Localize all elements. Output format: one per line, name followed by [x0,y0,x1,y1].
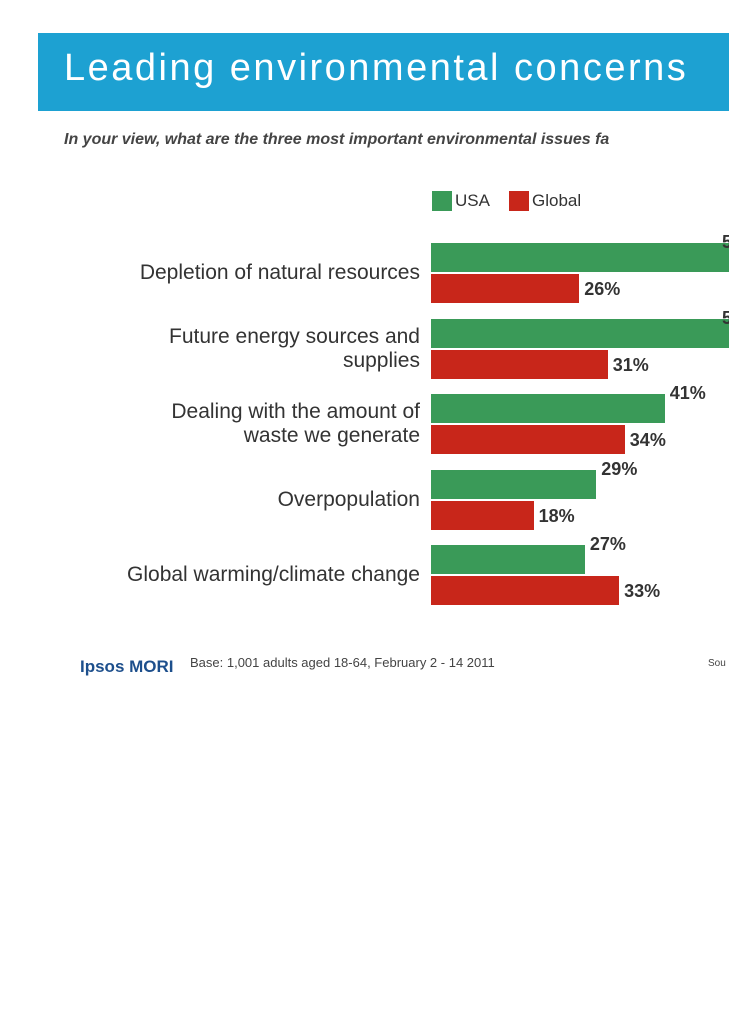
category-label-line: supplies [342,348,420,372]
global-bar [431,576,620,605]
usa-value-label: 5 [722,232,729,252]
legend-swatch [509,191,529,211]
usa-bar [431,394,665,423]
usa-bar [431,545,585,574]
legend-swatch [432,191,452,211]
global-bar [431,349,608,379]
survey-question: In your view, what are the three most im… [64,131,610,148]
usa-value-label: 27% [589,534,626,554]
global-value-label: 18% [538,505,575,526]
legend-item: Global [509,191,581,211]
category-label: Depletion of natural resources [140,261,420,285]
legend-label: USA [455,191,490,210]
title-bar: Leading environmental concerns [38,33,729,111]
ipsos-mori-logo: Ipsos MORI [80,657,174,676]
usa-bar [431,469,597,499]
category-label: Dealing with the amount of waste we gener… [171,400,420,448]
global-bar [431,274,580,303]
usa-value-label: 41% [669,383,706,403]
global-value-label: 31% [612,354,649,375]
global-value-label: 33% [624,581,661,601]
usa-value-label: 29% [601,458,638,479]
global-value-label: 26% [584,279,621,299]
global-bar [431,500,534,530]
page-title: Leading environmental concerns [64,47,689,89]
legend-label: Global [532,191,582,210]
category-label-line: Overpopulation [277,487,420,511]
category-label-line: Global warming/climate change [127,563,420,586]
category-label: Global warming/climate change [127,563,420,587]
global-bar [431,425,625,454]
category-label-line: Depletion of natural resources [139,261,420,284]
legend-item: USA [432,191,490,211]
global-value-label: 34% [629,430,666,450]
category-label: Future energy sources and supplies [169,325,420,373]
category-label-line: waste we generate [243,424,420,447]
category-label-line: Future energy sources and [169,324,420,348]
category-label-line: Dealing with the amount of [171,400,420,423]
base-note: Base: 1,001 adults aged 18-64, February … [190,655,495,670]
usa-bar [431,318,729,348]
category-label: Overpopulation [278,488,420,512]
usa-value-label: 5 [722,307,729,328]
usa-bar [431,243,729,272]
source-note: Sou [708,658,726,669]
